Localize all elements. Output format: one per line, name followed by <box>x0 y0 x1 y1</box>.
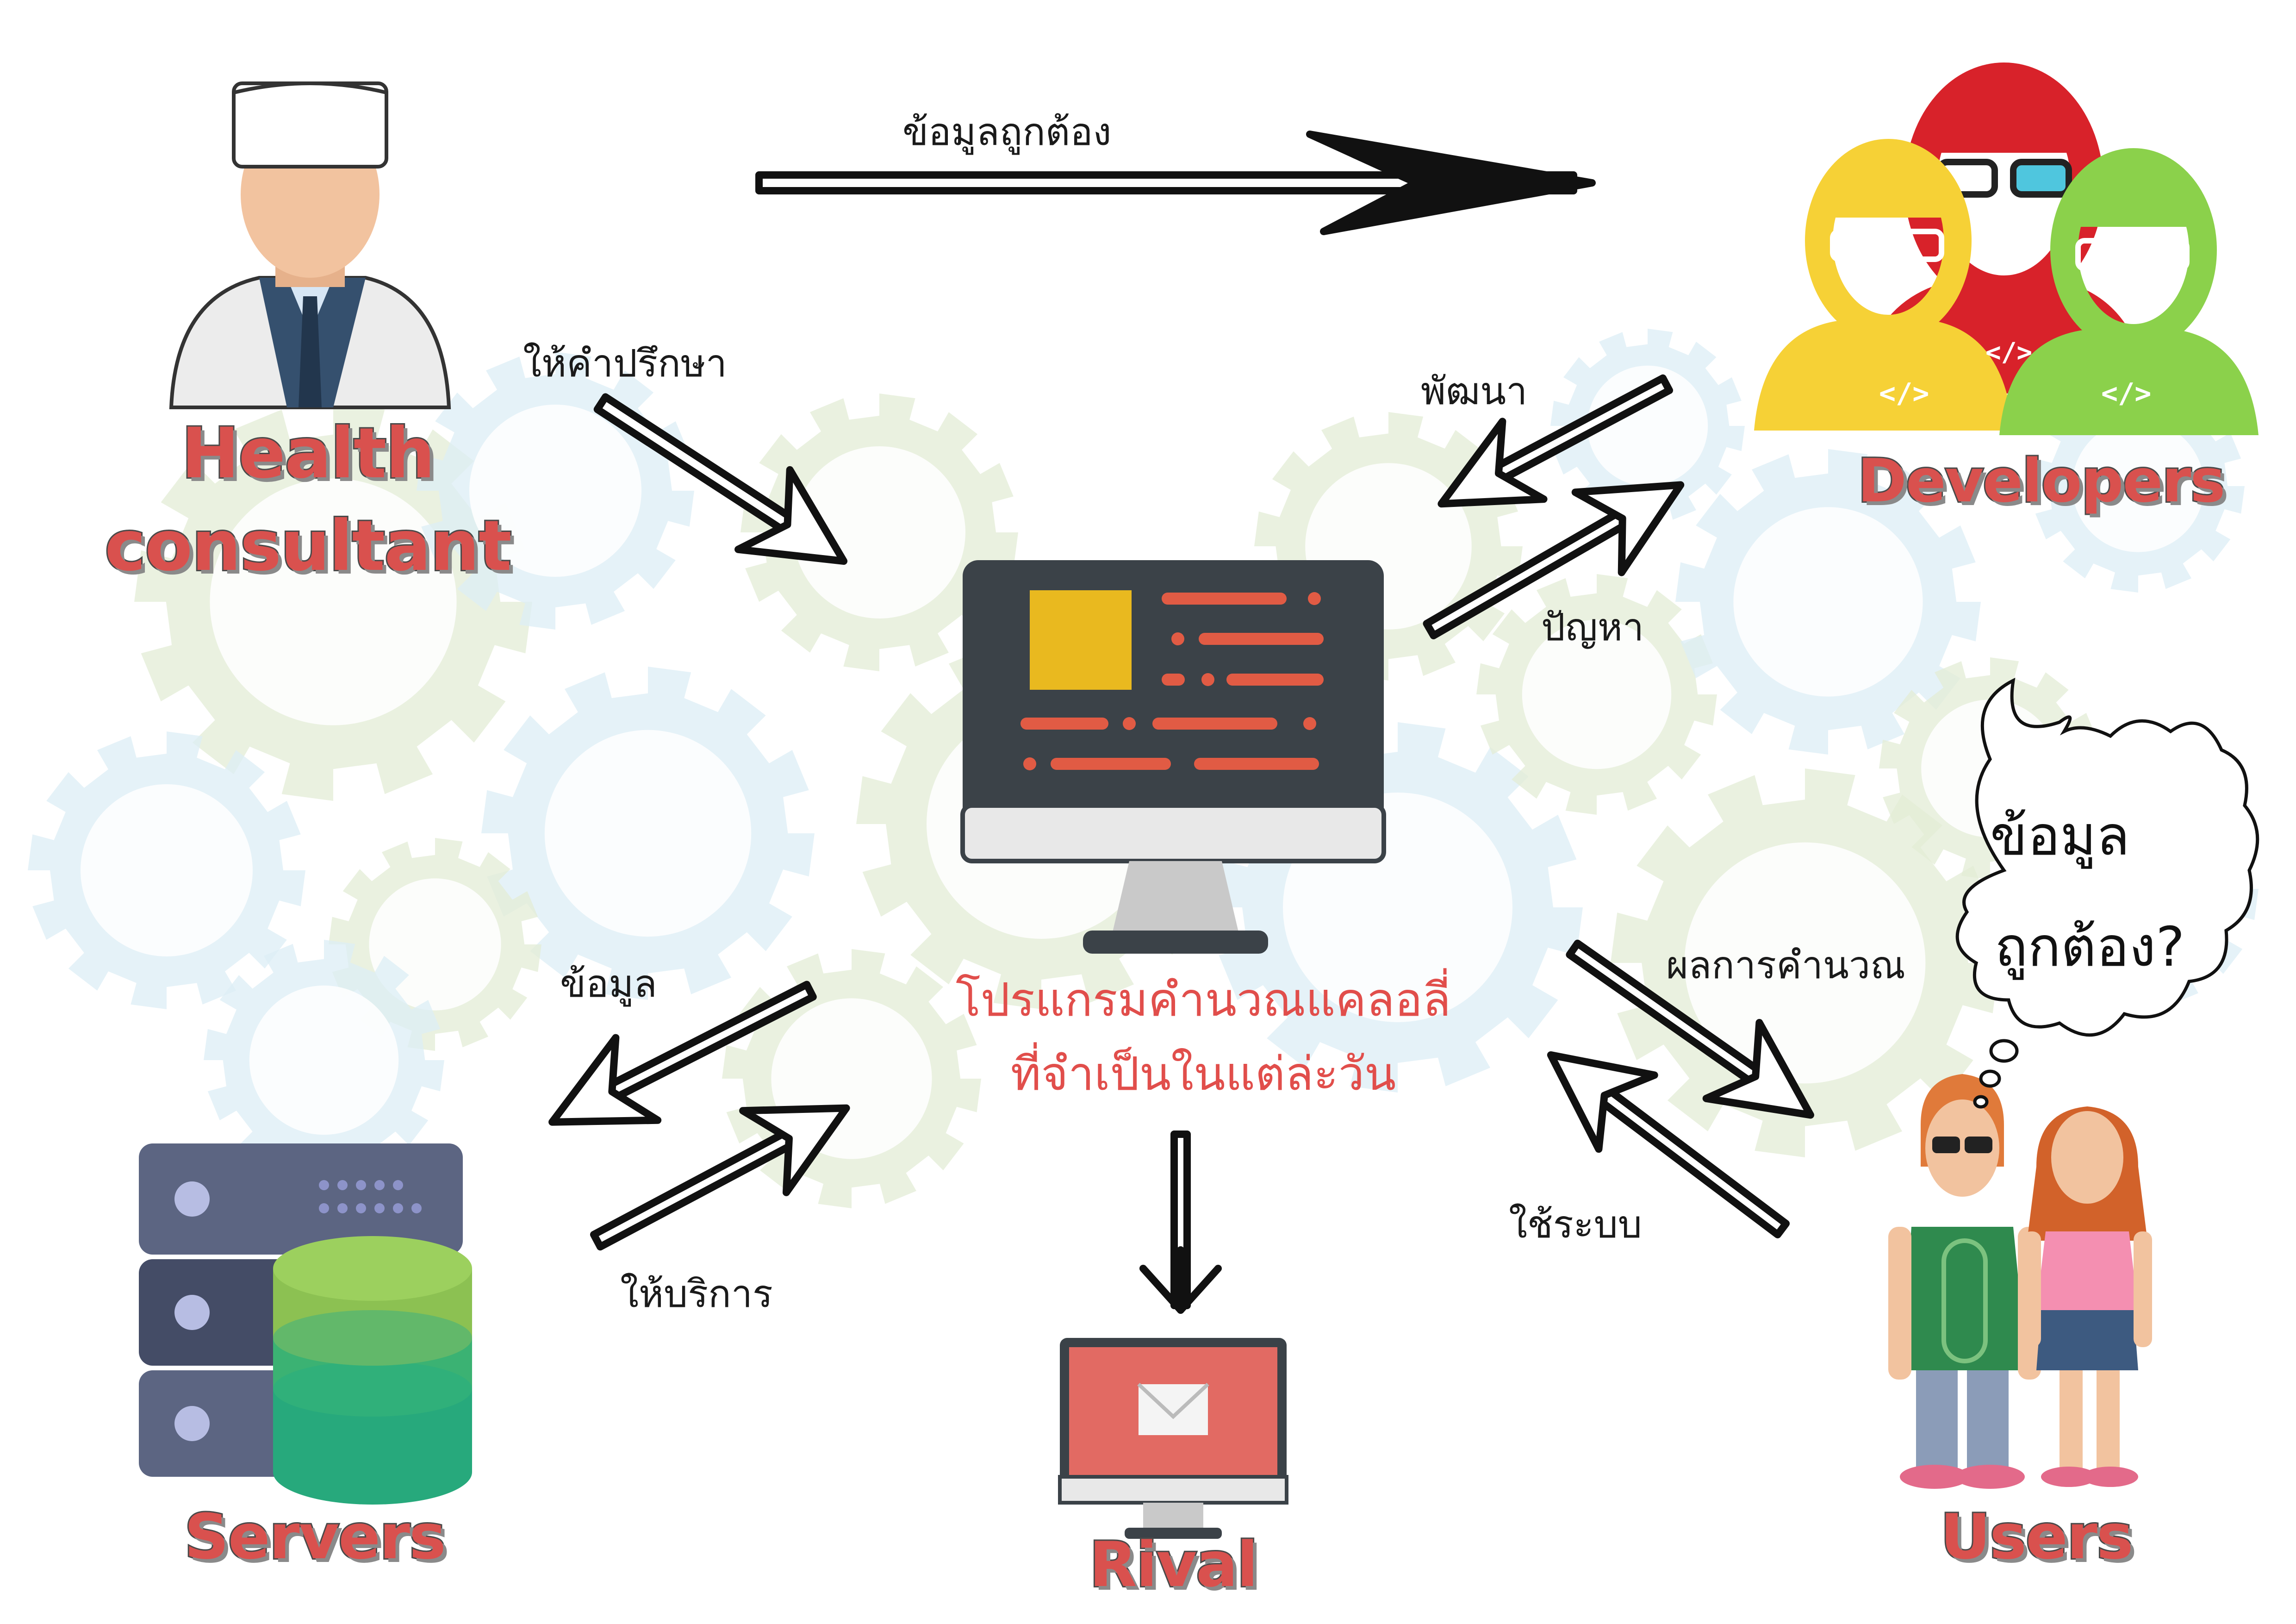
developers-label: Developers <box>1856 445 2227 517</box>
background-gear <box>1476 574 1717 815</box>
edge-label-servers-to-program: ให้บริการ <box>620 1272 773 1316</box>
program-title-line2: ที่จำเป็นในแต่ล่ะวัน <box>1010 1047 1396 1101</box>
developers-icon: </> </> </> <box>1754 62 2259 435</box>
svg-text:</>: </> <box>1879 377 1929 410</box>
background-gear <box>1550 329 1745 523</box>
edge-label-program-to-users: ผลการคำนวณ <box>1666 943 1906 987</box>
servers-label: Servers <box>183 1499 448 1574</box>
svg-text:</>: </> <box>2101 377 2151 410</box>
arrow-users-to-program <box>1547 1051 1790 1238</box>
health-consultant-label-line1: Health <box>180 412 436 495</box>
arrow-consultant-to-program <box>593 393 848 565</box>
edge-label-users-to-program: ใช้ระบบ <box>1509 1203 1642 1247</box>
edge-label-program-to-developers: ปัญหา <box>1541 606 1644 650</box>
edge-label-consultant-to-developers: ข้อมูลถูกต้อง <box>902 110 1112 154</box>
arrow-program-to-servers <box>548 981 817 1126</box>
background-gear <box>134 403 532 801</box>
background-gear <box>481 667 815 1000</box>
users-label: Users <box>1939 1499 2134 1574</box>
edge-label-consultant-to-program: ให้คำปรึกษา <box>523 342 727 386</box>
arrow-developers-to-program <box>1437 374 1674 508</box>
rival-monitor-icon <box>1058 1338 1288 1539</box>
users-icon <box>1888 1074 2152 1489</box>
background-gear <box>740 394 1018 671</box>
thought-bubble-line2: ถูกต้อง? <box>1995 915 2185 979</box>
svg-text:</>: </> <box>1985 337 2032 368</box>
edge-label-developers-to-program: พัฒนา <box>1421 369 1528 413</box>
program-title-line1: โปรแกรมคำนวณแคลอลี่ <box>956 973 1451 1027</box>
background-gear <box>28 731 305 1009</box>
arrow-program-to-developers <box>1423 481 1685 639</box>
arrow-consultant-to-developers <box>755 131 1596 235</box>
background-gear <box>1675 449 1981 755</box>
server-database-icon <box>139 1143 472 1505</box>
monitor-icon <box>960 560 1386 954</box>
health-consultant-label: Health consultant <box>0 407 616 593</box>
background-gear <box>1611 768 1999 1157</box>
thought-bubble-icon <box>1955 677 2259 1109</box>
rival-label: Rival <box>1088 1527 1260 1602</box>
health-consultant-label-line2: consultant <box>103 505 513 588</box>
arrow-program-to-users <box>1566 939 1814 1119</box>
edge-label-program-to-servers: ข้อมูล <box>560 962 657 1006</box>
thought-bubble-line1: ข้อมูล <box>1990 804 2130 868</box>
arrow-program-to-rival <box>1139 1131 1222 1314</box>
background-gear <box>204 940 444 1181</box>
doctor-icon <box>169 81 451 409</box>
arrow-servers-to-program <box>590 1104 850 1251</box>
